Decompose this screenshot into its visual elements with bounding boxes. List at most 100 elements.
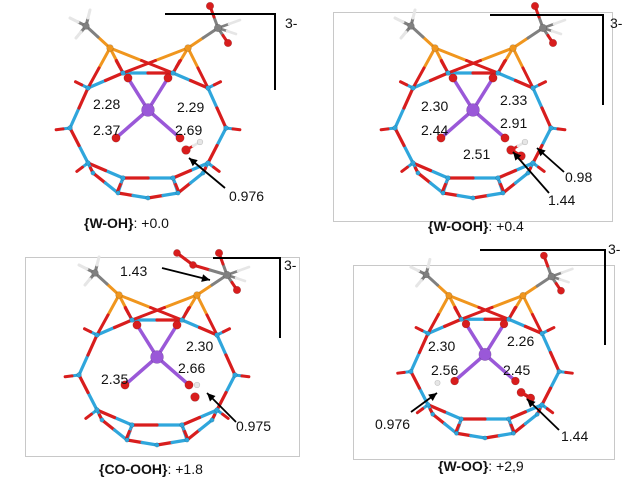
carbon-atom <box>213 23 223 33</box>
tungsten-atom <box>205 85 211 91</box>
phosphorus-atom <box>509 44 517 52</box>
oxygen-atom <box>120 380 130 390</box>
oxygen-atom <box>488 73 498 83</box>
relative-energy: : +0.4 <box>488 218 524 234</box>
oxygen-atom <box>214 248 224 258</box>
bond-length-label: 2.56 <box>431 362 459 378</box>
bond <box>540 386 553 407</box>
bond <box>531 143 544 165</box>
bond <box>393 106 406 130</box>
tungsten-atom <box>410 85 416 91</box>
metal-bond <box>439 108 475 140</box>
bond-length-label: 1.44 <box>548 192 576 208</box>
bond <box>415 407 425 415</box>
central-metal-atom <box>466 103 480 117</box>
bond <box>74 30 83 40</box>
bond <box>154 46 190 62</box>
bond <box>215 390 228 412</box>
bond <box>417 331 430 355</box>
tungsten-atom <box>458 316 464 322</box>
arrow-head <box>428 393 437 401</box>
bond <box>409 265 420 273</box>
tungsten-atom <box>99 417 105 423</box>
bond-length-label: 2.45 <box>503 362 531 378</box>
bond <box>95 408 117 420</box>
relative-energy: : +2,9 <box>488 458 524 474</box>
bond <box>77 353 90 377</box>
bond <box>441 191 460 198</box>
tungsten-atom <box>495 70 501 76</box>
bond <box>409 350 422 374</box>
bond <box>91 171 108 185</box>
bond <box>103 168 125 180</box>
bond <box>140 440 159 447</box>
central-metal-atom <box>478 347 492 361</box>
panel-frame-w-ooh <box>333 12 613 222</box>
bond <box>155 440 174 447</box>
bond <box>236 265 251 273</box>
bond-length-label: 1.44 <box>561 428 589 444</box>
bond <box>540 106 553 130</box>
metal-bond <box>146 108 182 140</box>
bond <box>469 434 487 440</box>
bond <box>176 181 193 195</box>
bond <box>459 305 494 321</box>
bond <box>501 181 518 195</box>
bond <box>68 106 81 130</box>
arrow-head <box>513 152 522 161</box>
bond-length-label: 0.98 <box>565 169 593 185</box>
panel-caption: {W-OO}: +2,9 <box>438 458 524 474</box>
bond <box>416 171 433 185</box>
bond <box>197 418 214 432</box>
bond-length-label: 2.28 <box>93 96 121 112</box>
arrow-head <box>189 158 198 167</box>
bond-length-label: 2.51 <box>463 146 491 162</box>
bond <box>521 66 535 90</box>
bond <box>548 369 561 390</box>
bond <box>95 325 117 337</box>
central-metal-atom <box>141 103 155 117</box>
bond <box>77 143 90 165</box>
bond <box>513 78 535 90</box>
bond <box>443 410 463 421</box>
oxygen-atom <box>223 38 233 48</box>
structure-name: {W-OOH} <box>428 218 489 234</box>
bond <box>523 324 544 336</box>
bond <box>163 293 199 309</box>
oxygen-atom <box>205 1 215 11</box>
bond <box>454 423 461 433</box>
panel-frame-w-oo <box>353 265 615 460</box>
tungsten-atom <box>67 125 73 131</box>
bond <box>103 71 125 83</box>
bond <box>441 182 447 193</box>
oxygen-atom <box>499 319 509 329</box>
bond <box>454 431 473 438</box>
bond-length-label: 2.30 <box>421 98 449 114</box>
tungsten-atom <box>232 372 238 378</box>
bond <box>396 370 406 375</box>
bond <box>540 126 553 148</box>
tungsten-atom <box>129 317 135 323</box>
bond <box>86 161 108 173</box>
bond <box>490 294 525 309</box>
bond-length-label: 0.975 <box>236 418 272 434</box>
structure-name: {CO-OOH} <box>99 461 168 477</box>
tungsten-atom <box>145 195 151 201</box>
bond <box>234 276 247 283</box>
tungsten-atom <box>548 125 554 131</box>
bond <box>86 66 101 90</box>
arrow-head <box>201 274 210 282</box>
tungsten-atom <box>445 70 451 76</box>
bond <box>215 106 228 130</box>
bond <box>84 412 93 420</box>
charge-label: 3- <box>285 15 298 31</box>
bond <box>170 438 189 445</box>
bond <box>185 428 202 442</box>
tungsten-atom <box>530 160 536 166</box>
hydrogen-atom <box>193 381 201 389</box>
bond-length-label: 2.30 <box>186 338 214 354</box>
bond <box>486 191 505 198</box>
bond <box>399 30 408 40</box>
carbon-atom <box>82 22 90 30</box>
oxygen-atom <box>500 133 510 143</box>
